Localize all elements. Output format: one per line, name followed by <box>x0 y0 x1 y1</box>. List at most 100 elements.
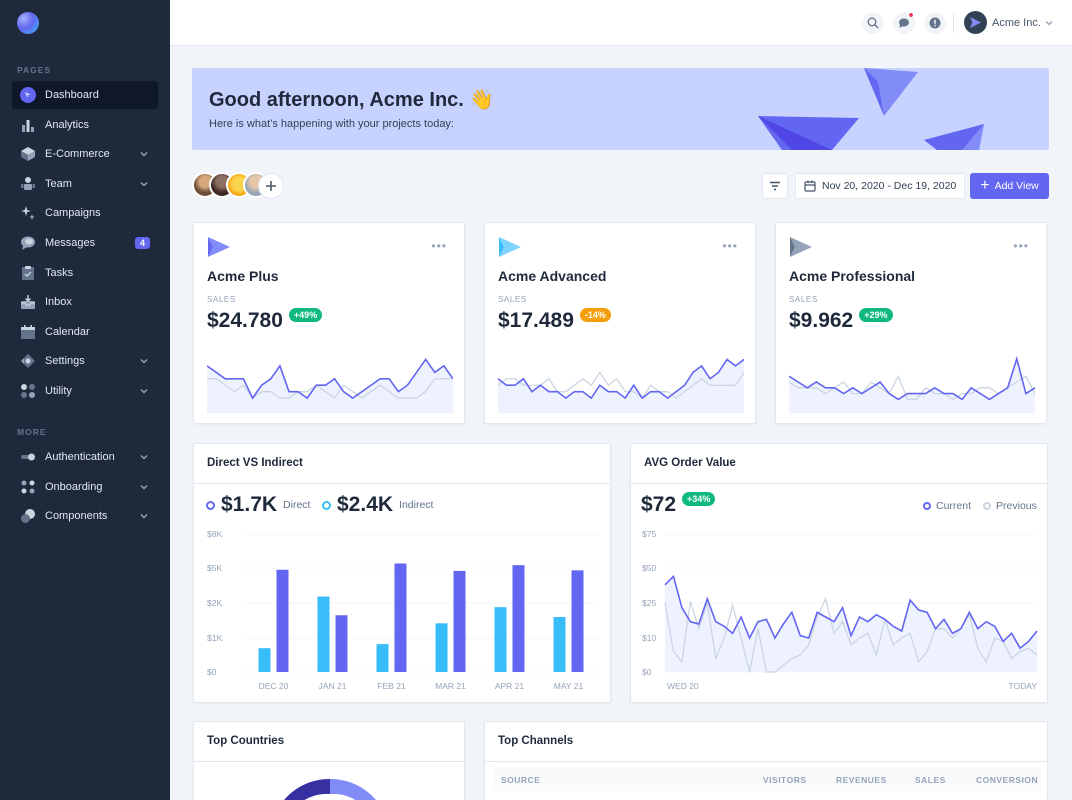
filter-button[interactable] <box>762 173 788 199</box>
sparkline-current <box>498 358 744 400</box>
sidebar-item-label: Onboarding <box>45 480 103 493</box>
card-menu-button[interactable]: ••• <box>722 239 738 253</box>
user-name: Acme Inc. <box>992 16 1041 29</box>
legend-marker <box>206 500 215 510</box>
sidebar-item-utility[interactable]: Utility <box>12 377 158 405</box>
sparkline-previous <box>207 378 453 400</box>
legend-current: Current <box>936 500 972 512</box>
column-header: REVENUES <box>836 775 887 785</box>
x-tick-label: DEC 20 <box>259 681 289 691</box>
sidebar-item-ecommerce[interactable]: E-Commerce <box>12 140 158 168</box>
card-divider <box>194 761 464 762</box>
sparkline-current <box>789 355 1035 401</box>
bar-direct <box>553 617 566 672</box>
bar-direct <box>435 623 448 672</box>
sidebar-item-inbox[interactable]: Inbox <box>12 288 158 316</box>
sidebar-section-more: MORE <box>17 426 47 437</box>
y-tick-label: $10 <box>642 633 656 643</box>
x-tick-label: MAR 21 <box>435 681 466 691</box>
line-current <box>664 574 1038 650</box>
chevron-down-icon <box>140 181 148 187</box>
sales-value: $24.780 +49% <box>207 308 323 333</box>
add-member-button[interactable] <box>258 173 284 199</box>
indirect-label: Indirect <box>399 499 434 511</box>
legend-marker <box>923 502 931 510</box>
sidebar-item-dashboard[interactable]: Dashboard <box>12 81 158 109</box>
indirect-value: $2.4K <box>337 493 394 516</box>
legend-marker <box>322 500 331 510</box>
sidebar-item-components[interactable]: Components <box>12 502 158 530</box>
sidebar-item-label: Analytics <box>45 118 90 131</box>
sidebar: PAGES Dashboard Analytics E-Commerce Tea… <box>0 0 170 800</box>
column-header: CONVERSION <box>976 775 1039 785</box>
welcome-banner: Good afternoon, Acme Inc. 👋 Here is what… <box>192 68 1049 150</box>
product-card-acme-advanced: ••• Acme Advanced SALES $17.489 -14% <box>484 222 756 424</box>
sidebar-item-settings[interactable]: Settings <box>12 347 158 375</box>
column-header: VISITORS <box>763 775 807 785</box>
chevron-down-icon <box>1045 20 1053 25</box>
sidebar-item-team[interactable]: Team <box>12 170 158 198</box>
chart-legend: Current Previous <box>923 500 1037 512</box>
sidebar-item-authentication[interactable]: Authentication <box>12 443 158 471</box>
sidebar-item-label: Tasks <box>45 266 74 279</box>
bar-indirect <box>571 570 584 672</box>
filter-icon <box>770 181 780 191</box>
y-tick-label: $8K <box>207 529 222 539</box>
campaigns-icon <box>19 204 37 222</box>
user-menu[interactable]: Acme Inc. <box>964 11 1054 34</box>
bar-direct <box>258 648 271 672</box>
x-tick-label: JAN 21 <box>319 681 347 691</box>
user-avatar <box>964 11 987 34</box>
sales-amount: $17.489 <box>498 309 574 332</box>
calendar-icon <box>804 180 816 192</box>
card-menu-button[interactable]: ••• <box>1013 239 1029 253</box>
top-countries-card: Top Countries <box>193 721 465 800</box>
date-range-picker[interactable]: Nov 20, 2020 - Dec 19, 2020 <box>795 173 965 199</box>
sidebar-item-calendar[interactable]: Calendar <box>12 318 158 346</box>
bar-direct <box>494 607 507 672</box>
product-card-acme-plus: ••• Acme Plus SALES $24.780 +49% <box>193 222 465 424</box>
sparkline-current <box>207 358 453 400</box>
countries-donut-chart <box>284 778 376 800</box>
indirect-stat: $2.4K Indirect <box>322 493 433 517</box>
direct-indirect-card: Direct VS Indirect $1.7K Direct $2.4K In… <box>193 443 611 703</box>
sidebar-item-campaigns[interactable]: Campaigns <box>12 199 158 227</box>
y-tick-label: $50 <box>642 563 656 573</box>
top-header: Acme Inc. <box>170 0 1072 46</box>
x-tick-label: APR 21 <box>495 681 525 691</box>
messages-button[interactable] <box>893 12 915 34</box>
paper-plane-icon <box>970 17 981 28</box>
chevron-down-icon <box>140 514 148 519</box>
settings-icon <box>19 352 37 370</box>
direct-indirect-bar-chart: $0 $1K $2K $5K $8K DEC 20 JAN 21 FEB 21 MAR 21 AP… <box>207 529 598 691</box>
y-tick-label: $5K <box>207 563 222 573</box>
product-card-acme-professional: ••• Acme Professional SALES $9.962 +29% <box>775 222 1047 424</box>
sidebar-item-label: Messages <box>45 236 96 249</box>
sidebar-item-label: Components <box>45 510 108 523</box>
paper-plane-icon <box>208 237 230 257</box>
sidebar-nav-pages: Dashboard Analytics E-Commerce Team Camp… <box>0 81 170 405</box>
sidebar-item-analytics[interactable]: Analytics <box>12 111 158 139</box>
product-name: Acme Professional <box>789 268 916 284</box>
paper-plane-icon <box>790 237 812 257</box>
change-badge: +49% <box>288 308 323 323</box>
info-button[interactable] <box>924 12 946 34</box>
sidebar-item-tasks[interactable]: Tasks <box>12 259 158 287</box>
sidebar-item-onboarding[interactable]: Onboarding <box>12 473 158 501</box>
sidebar-item-label: Utility <box>45 384 72 397</box>
y-tick-label: $1K <box>207 633 222 643</box>
onboarding-icon <box>19 478 37 496</box>
card-menu-button[interactable]: ••• <box>431 239 447 253</box>
sidebar-item-messages[interactable]: Messages 4 <box>12 229 158 257</box>
analytics-icon <box>19 116 37 134</box>
add-view-button[interactable]: + Add View <box>970 173 1049 199</box>
ecommerce-icon <box>19 145 37 163</box>
welcome-subtitle: Here is what’s happening with your proje… <box>209 118 454 130</box>
sparkline-chart <box>789 355 1035 413</box>
change-badge: +29% <box>859 308 893 323</box>
sales-label: SALES <box>789 295 818 304</box>
app-logo[interactable] <box>17 12 39 34</box>
line-area <box>665 576 1037 672</box>
sales-amount: $9.962 <box>789 309 854 332</box>
search-button[interactable] <box>862 12 884 34</box>
